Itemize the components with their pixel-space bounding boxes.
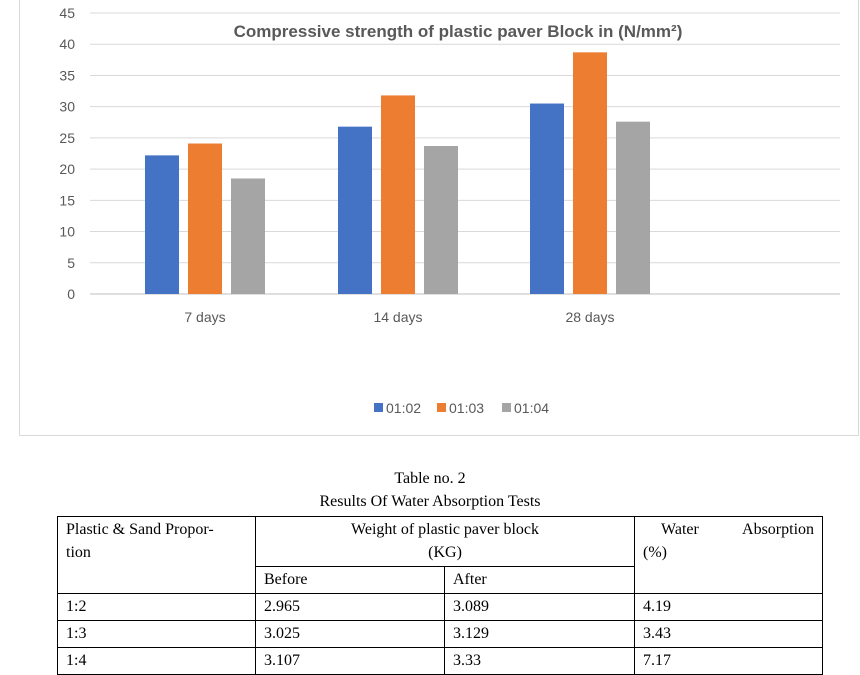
header-water-word1: Water [661,521,699,538]
chart-title: Compressive strength of plastic paver Bl… [234,22,683,41]
y-tick-label: 40 [59,36,75,52]
bar [381,95,415,294]
cell-absorption: 3.43 [634,620,824,648]
cell-after: 3.089 [443,593,636,621]
y-tick-label: 10 [59,224,75,240]
y-tick-label: 30 [59,99,75,115]
header-proportion: Plastic & Sand Propor- tion [57,516,256,594]
header-weight-line1: Weight of plastic paver block [351,521,539,538]
legend-label: 01:03 [449,400,484,416]
legend-label: 01:02 [386,400,421,416]
header-weight: Weight of plastic paver block (KG) [254,516,636,567]
table-row: 1:4 3.107 3.33 7.17 [57,647,824,675]
cell-before: 3.107 [255,647,445,675]
table-subheader-row: Before After [58,566,823,594]
bar [145,155,179,294]
y-tick-label: 20 [59,161,75,177]
table-caption-title: Results Of Water Absorption Tests [319,493,541,510]
header-water-word2: Absorption [742,521,815,538]
table-caption-number: Table no. 2 [394,470,466,487]
y-tick-label: 45 [59,5,75,21]
legend-swatch [374,403,383,412]
y-tick-label: 15 [59,192,75,208]
cell-proportion: 1:3 [57,620,256,648]
header-water-unit: (%) [643,544,667,561]
cell-absorption: 4.19 [634,593,824,621]
header-weight-line2: (KG) [428,544,462,561]
x-tick-label: 28 days [565,309,614,325]
x-tick-label: 7 days [184,309,225,325]
table-row: 1:2 2.965 3.089 4.19 [57,593,824,621]
bar-chart: 0 5 10 15 20 25 30 35 40 45 Compressive strength o… [59,5,840,416]
cell-after: 3.33 [443,647,636,675]
y-tick-label: 35 [59,67,75,83]
cell-before: 3.025 [255,620,445,648]
legend-label: 01:04 [514,400,549,416]
header-proportion-line1: Plastic & Sand Propor- [66,521,214,538]
cell-absorption: 7.17 [634,647,824,675]
cell-after: 3.129 [443,620,636,648]
bar [188,143,222,294]
table-header-row: Plastic & Sand Propor- tion Weight of pl… [57,516,824,594]
bar [424,146,458,294]
bar [231,178,265,294]
bar [338,126,372,294]
header-water-absorption: Water Absorption (%) [634,516,824,594]
x-tick-label: 14 days [373,309,422,325]
y-tick-label: 5 [67,255,75,271]
cell-proportion: 1:4 [57,647,256,675]
chart-container: 0 5 10 15 20 25 30 35 40 45 Compressive strength o… [19,0,859,436]
bar [530,103,564,295]
y-tick-label: 25 [59,130,75,146]
header-before: Before [255,566,445,594]
bar [573,52,607,295]
legend-swatch [437,403,446,412]
header-proportion-line2: tion [66,544,91,561]
water-absorption-table: Plastic & Sand Propor- tion Weight of pl… [57,516,824,675]
y-tick-label: 0 [67,286,75,302]
cell-before: 2.965 [255,593,445,621]
table-row: 1:3 3.025 3.129 3.43 [57,620,824,648]
header-after: After [443,566,636,594]
cell-proportion: 1:2 [57,593,256,621]
legend-swatch [502,403,511,412]
bar [616,121,650,294]
